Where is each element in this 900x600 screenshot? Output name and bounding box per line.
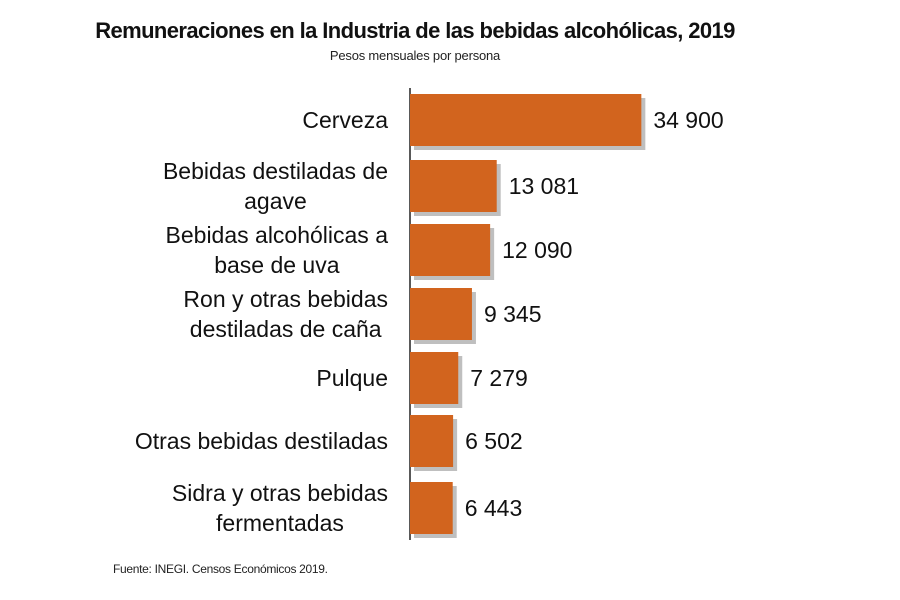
value-label: 6 502 (465, 428, 523, 454)
category-label: base de uva (214, 252, 340, 278)
category-label: fermentadas (216, 510, 344, 536)
bar (410, 224, 491, 276)
value-label: 12 090 (502, 237, 572, 263)
value-label: 13 081 (509, 173, 579, 199)
category-label: Bebidas alcohólicas a (166, 222, 389, 248)
value-label: 6 443 (465, 495, 523, 521)
bar (410, 94, 642, 146)
category-label: Sidra y otras bebidas (172, 480, 388, 506)
category-label: Pulque (316, 365, 388, 391)
bar (410, 415, 454, 467)
bar (410, 482, 453, 534)
category-label: Cerveza (302, 107, 388, 133)
bar (410, 352, 459, 404)
value-label: 9 345 (484, 301, 542, 327)
value-label: 34 900 (653, 107, 723, 133)
bar (410, 160, 497, 212)
chart-subtitle: Pesos mensuales por persona (329, 48, 501, 63)
bar (410, 288, 472, 340)
source-note: Fuente: INEGI. Censos Económicos 2019. (113, 562, 328, 576)
value-label: 7 279 (470, 365, 528, 391)
category-label: Otras bebidas destiladas (135, 428, 388, 454)
category-label: destiladas de caña (190, 316, 382, 342)
chart-title: Remuneraciones en la Industria de las be… (95, 18, 735, 43)
category-label: Bebidas destiladas de (163, 158, 388, 184)
category-label: agave (244, 188, 307, 214)
category-label: Ron y otras bebidas (183, 286, 388, 312)
